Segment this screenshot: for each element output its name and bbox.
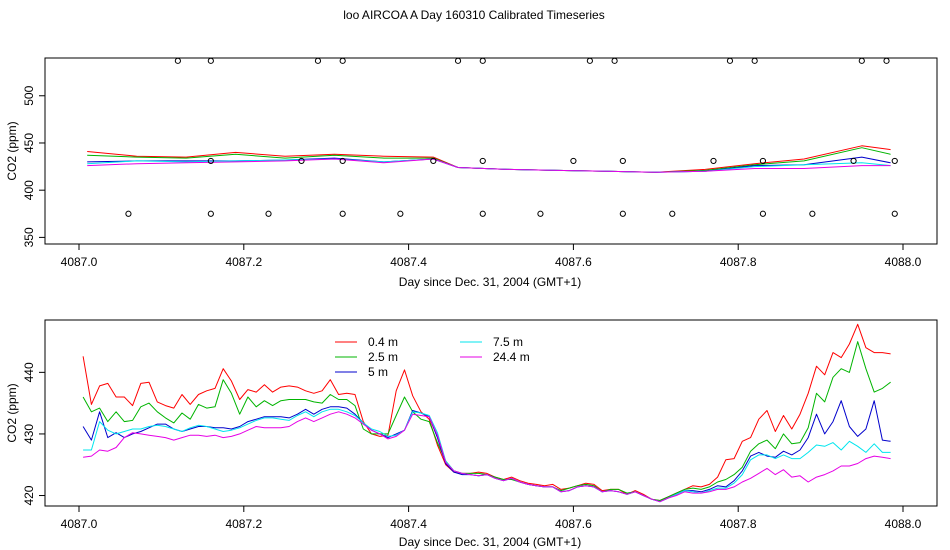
- marker-point-lower: [809, 210, 816, 217]
- x-axis-label: Day since Dec. 31, 2004 (GMT+1): [399, 535, 581, 549]
- marker-point-middle: [891, 157, 898, 165]
- series-line-5-m: [87, 156, 891, 173]
- marker-point-upper: [611, 57, 618, 64]
- marker-point-middle: [759, 157, 767, 165]
- marker-point-upper: [479, 57, 486, 64]
- y-tick-label: 440: [22, 362, 36, 382]
- marker-point-lower: [397, 210, 404, 217]
- marker-point-lower: [537, 210, 544, 217]
- upper-chart-panel: 4087.0 4087.2 4087.4 4087.6 4087.8 4088.0 350…: [5, 57, 938, 289]
- y-tick-label: 350: [22, 227, 36, 247]
- marker-point-lower: [891, 210, 898, 217]
- series-line-7-5-m: [83, 408, 891, 503]
- series-line-24-4-m: [87, 158, 891, 173]
- marker-group: [125, 57, 898, 217]
- x-axis: 4087.0 4087.2 4087.4 4087.6 4087.8 4088.0: [61, 243, 922, 269]
- marker-point-upper: [339, 57, 346, 64]
- y-axis: 420 430 440: [22, 362, 45, 506]
- x-tick-label: 4087.0: [61, 255, 98, 269]
- y-axis-label: CO2 (ppm): [5, 121, 19, 180]
- marker-point-lower: [669, 210, 676, 217]
- y-tick-label: 500: [22, 85, 36, 105]
- y-tick-label: 400: [22, 180, 36, 200]
- legend-label-0-4-m: 0.4 m: [368, 335, 398, 349]
- marker-point-upper: [174, 57, 181, 64]
- series-group: [82, 323, 891, 503]
- x-axis: 4087.0 4087.2 4087.4 4087.6 4087.8 4088.0: [61, 505, 922, 531]
- x-tick-label: 4087.4: [390, 517, 427, 531]
- y-tick-label: 420: [22, 485, 36, 505]
- x-tick-label: 4087.6: [555, 517, 592, 531]
- y-tick-label: 430: [22, 424, 36, 444]
- marker-point-middle: [479, 157, 486, 165]
- marker-point-lower: [265, 210, 272, 217]
- plot-frame: [44, 57, 938, 245]
- marker-point-middle: [710, 157, 717, 165]
- marker-point-middle: [570, 157, 577, 165]
- legend-label-5-m: 5 m: [368, 365, 388, 379]
- marker-point-upper: [314, 57, 322, 64]
- marker-point-lower: [479, 210, 486, 217]
- marker-point-middle: [850, 157, 857, 165]
- marker-point-upper: [207, 57, 214, 64]
- marker-point-upper: [858, 57, 865, 64]
- marker-point-upper: [454, 57, 462, 64]
- y-axis: 350 400 450 500: [22, 85, 45, 247]
- x-axis-label: Day since Dec. 31, 2004 (GMT+1): [399, 275, 581, 289]
- y-tick-label: 450: [22, 133, 36, 153]
- legend-label-2-5-m: 2.5 m: [368, 350, 398, 364]
- x-tick-label: 4087.8: [720, 255, 757, 269]
- x-tick-label: 4087.0: [61, 517, 98, 531]
- x-tick-label: 4087.4: [390, 255, 427, 269]
- lower-chart-panel: 4087.0 4087.2 4087.4 4087.6 4087.8 4088.0 420…: [5, 319, 938, 549]
- y-axis-label: CO2 (ppm): [5, 383, 19, 442]
- marker-point-middle: [207, 157, 214, 165]
- x-tick-label: 4088.0: [885, 517, 922, 531]
- marker-point-lower: [619, 210, 626, 217]
- chart-title: loo AIRCOA A Day 160310 Calibrated Times…: [343, 8, 604, 22]
- marker-point-middle: [298, 157, 305, 165]
- marker-point-upper: [726, 57, 734, 64]
- marker-point-lower: [125, 210, 132, 217]
- x-tick-label: 4088.0: [885, 255, 922, 269]
- marker-point-lower: [207, 210, 214, 217]
- x-tick-label: 4087.8: [720, 517, 757, 531]
- legend-label-24-4-m: 24.4 m: [493, 350, 530, 364]
- marker-point-upper: [883, 57, 890, 64]
- series-group: [87, 145, 891, 173]
- legend: 0.4 m2.5 m5 m 7.5 m24.4 m: [335, 335, 530, 379]
- series-line-24-4-m: [83, 411, 891, 503]
- marker-point-middle: [619, 157, 626, 165]
- marker-point-middle: [430, 157, 437, 165]
- series-line-7-5-m: [87, 158, 891, 173]
- series-line-2-5-m: [82, 341, 891, 501]
- marker-point-lower: [339, 210, 346, 217]
- marker-point-lower: [759, 210, 767, 217]
- marker-point-middle: [339, 157, 346, 165]
- series-line-0-4-m: [82, 323, 891, 501]
- x-tick-label: 4087.2: [225, 255, 262, 269]
- x-tick-label: 4087.6: [555, 255, 592, 269]
- marker-point-upper: [751, 57, 758, 64]
- marker-point-upper: [586, 57, 593, 64]
- x-tick-label: 4087.2: [225, 517, 262, 531]
- legend-label-7-5-m: 7.5 m: [493, 335, 523, 349]
